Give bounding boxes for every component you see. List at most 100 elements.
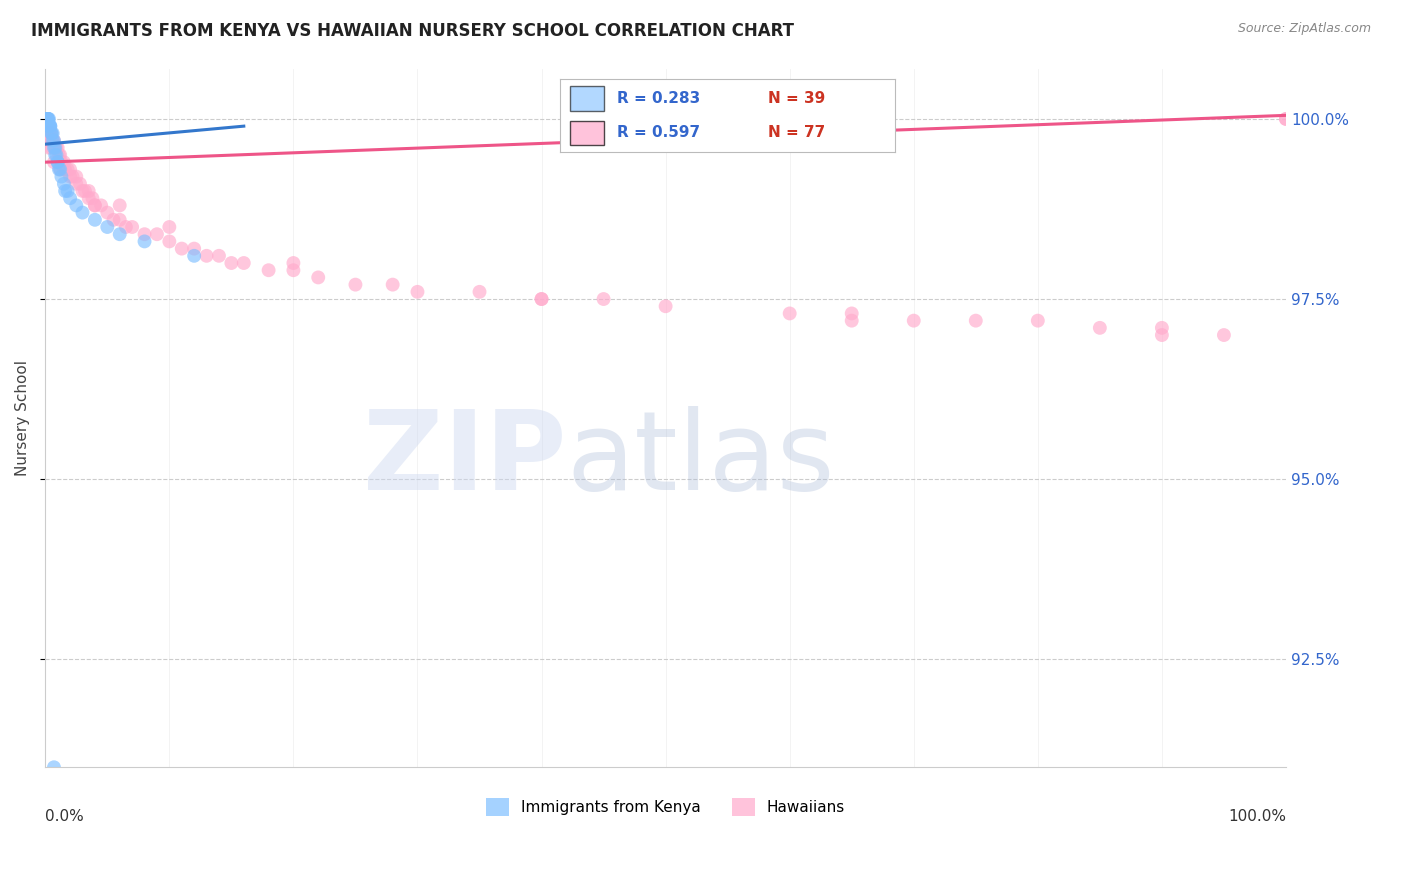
Point (468, 285, 491, 299)
Point (73, 184, 96, 198)
Point (42, 134, 65, 148)
Point (44, 141, 66, 155)
Point (41, 141, 63, 155)
Point (56, 162, 79, 177)
Point (41, 126, 63, 140)
Point (134, 235, 156, 249)
Point (56, 184, 79, 198)
Point (42, 134, 65, 148)
Point (38, 112, 60, 126)
Point (146, 227, 169, 242)
Point (45, 141, 67, 155)
Text: ZIP: ZIP (363, 407, 567, 513)
Point (1150, 328, 1173, 343)
Point (52, 162, 75, 177)
Point (38, 134, 60, 148)
Point (69, 177, 91, 191)
Point (41, 134, 63, 148)
Point (108, 212, 131, 227)
Point (157, 235, 180, 249)
Point (39, 119, 62, 133)
Point (96, 205, 118, 219)
Point (41, 126, 63, 140)
Point (965, 313, 987, 327)
Point (45, 148, 67, 162)
Point (35, 112, 58, 126)
Point (134, 227, 156, 242)
Point (221, 256, 243, 270)
Point (208, 249, 231, 263)
Point (38, 126, 60, 140)
Point (232, 256, 254, 270)
Point (41, 126, 63, 140)
Point (90, 198, 112, 212)
Point (42, 760, 65, 774)
Point (38, 141, 60, 155)
Point (65, 169, 87, 184)
Point (121, 219, 143, 234)
Point (103, 212, 125, 227)
Point (37, 112, 59, 126)
Point (52, 177, 75, 191)
Point (48, 148, 70, 162)
Point (77, 191, 100, 205)
Point (903, 313, 925, 327)
Point (84, 198, 107, 212)
Point (654, 299, 676, 313)
Y-axis label: Nursery School: Nursery School (15, 359, 30, 476)
Point (530, 292, 553, 306)
Point (46, 141, 69, 155)
Point (283, 263, 305, 277)
Point (65, 177, 87, 191)
Point (1275, 112, 1298, 126)
Point (49, 162, 72, 177)
Point (84, 212, 107, 227)
Point (41, 126, 63, 140)
Point (48, 162, 70, 177)
Point (77, 184, 100, 198)
Point (115, 219, 138, 234)
Point (49, 162, 72, 177)
Point (779, 306, 801, 320)
Text: 100.0%: 100.0% (1227, 809, 1286, 824)
Point (51, 169, 73, 184)
Point (51, 155, 73, 169)
Point (157, 219, 180, 234)
Point (59, 191, 82, 205)
Point (195, 249, 218, 263)
Point (42, 155, 65, 169)
Point (592, 292, 614, 306)
Point (37, 126, 59, 140)
Point (44, 148, 66, 162)
Point (344, 277, 367, 292)
Point (108, 198, 131, 212)
Point (46, 155, 69, 169)
Point (39, 119, 62, 133)
Point (96, 219, 118, 234)
Text: atlas: atlas (567, 407, 835, 513)
Point (37, 112, 59, 126)
Point (44, 141, 66, 155)
Point (53, 162, 76, 177)
Point (1150, 321, 1173, 335)
Point (59, 162, 82, 177)
Legend: Immigrants from Kenya, Hawaiians: Immigrants from Kenya, Hawaiians (479, 792, 851, 822)
Point (82, 191, 104, 205)
Point (381, 277, 404, 292)
Point (41, 134, 63, 148)
Point (35, 119, 58, 133)
Text: 0.0%: 0.0% (45, 809, 84, 824)
Text: IMMIGRANTS FROM KENYA VS HAWAIIAN NURSERY SCHOOL CORRELATION CHART: IMMIGRANTS FROM KENYA VS HAWAIIAN NURSER… (31, 22, 794, 40)
Point (42, 141, 65, 155)
Text: Source: ZipAtlas.com: Source: ZipAtlas.com (1237, 22, 1371, 36)
Point (257, 263, 280, 277)
Point (41, 134, 63, 148)
Point (39, 126, 62, 140)
Point (37, 112, 59, 126)
Point (38, 119, 60, 133)
Point (59, 169, 82, 184)
Point (84, 198, 107, 212)
Point (65, 198, 87, 212)
Point (37, 112, 59, 126)
Point (62, 169, 84, 184)
